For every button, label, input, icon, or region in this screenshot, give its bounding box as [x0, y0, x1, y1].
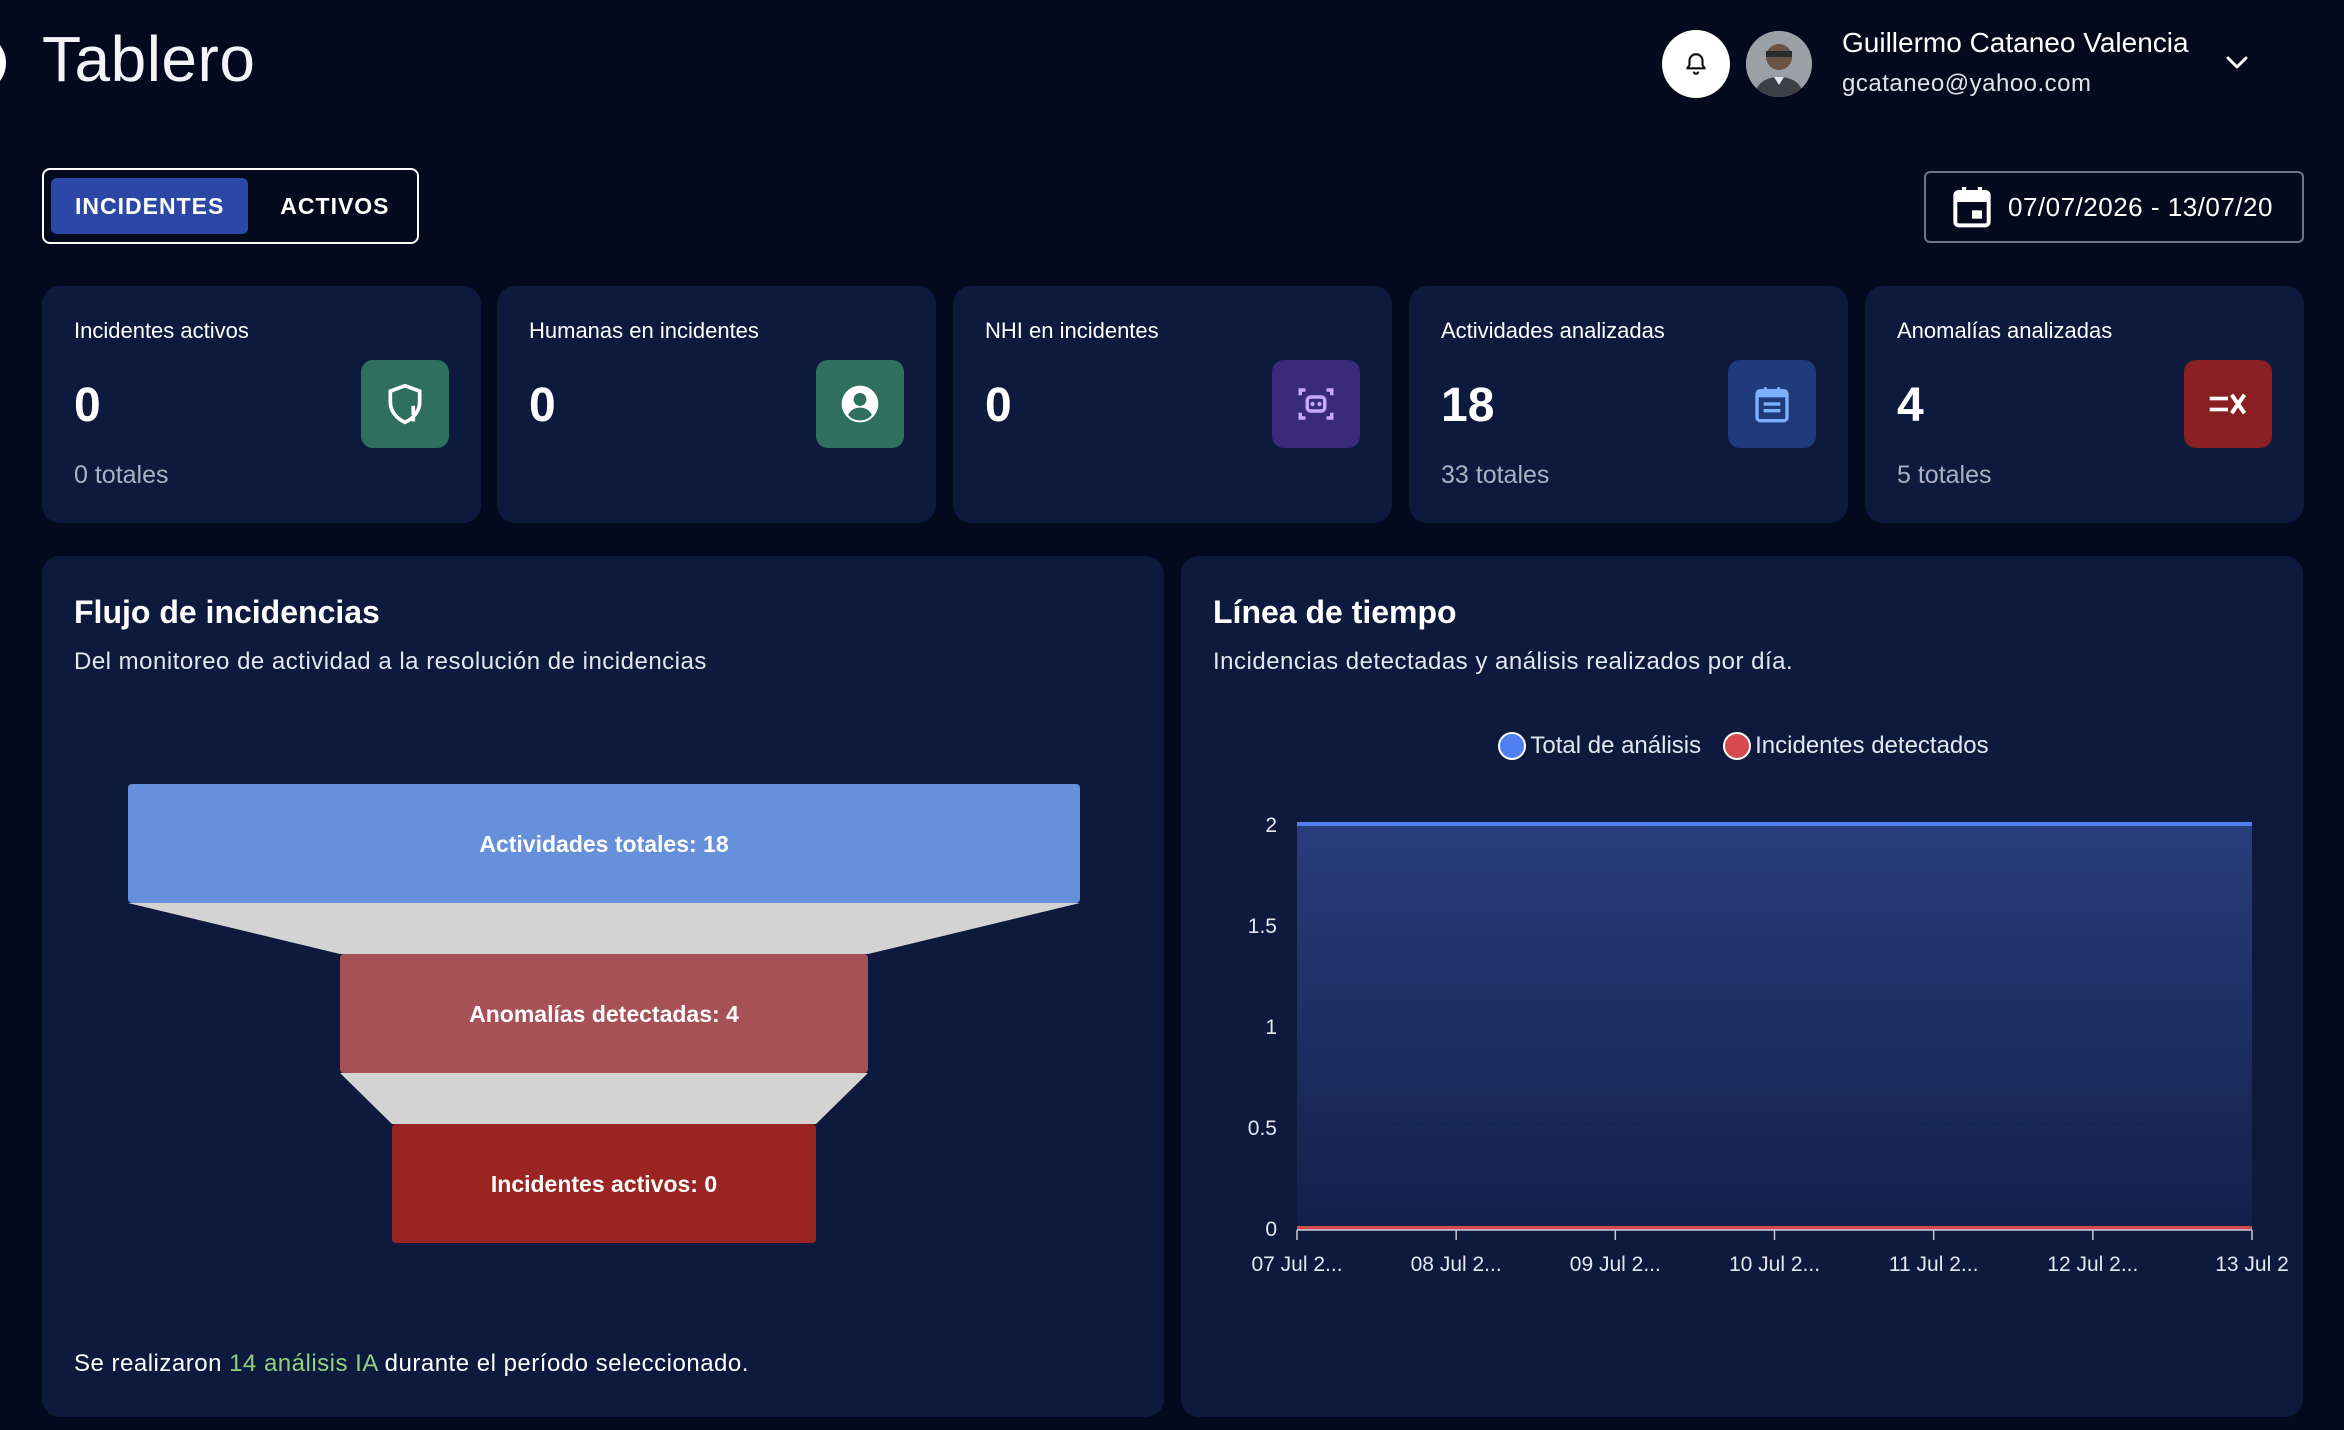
timeline-panel: Línea de tiempo Incidencias detectadas y…: [1181, 556, 2303, 1417]
stat-subtext: 5 totales: [1897, 461, 1992, 489]
x-tick-label: 12 Jul 2...: [2047, 1253, 2138, 1276]
panel-title: Línea de tiempo: [1213, 594, 1457, 630]
legend-item-incidentes[interactable]: Incidentes detectados: [1723, 732, 1989, 760]
stat-label: Actividades analizadas: [1441, 318, 1665, 343]
funnel-stage-anomalias[interactable]: [340, 954, 868, 1073]
panel-subtitle: Incidencias detectadas y análisis realiz…: [1213, 648, 1794, 675]
footer-suffix: durante el período seleccionado.: [377, 1350, 749, 1377]
footer-prefix: Se realizaron: [74, 1350, 230, 1377]
stat-subtext: 33 totales: [1441, 461, 1550, 489]
y-tick-label: 0.5: [1248, 1117, 1277, 1140]
user-photo-icon: [1746, 31, 1812, 97]
stat-label: NHI en incidentes: [985, 318, 1159, 343]
panel-title: Flujo de incidencias: [74, 594, 380, 630]
legend-label: Incidentes detectados: [1755, 732, 1989, 759]
list-x-icon: [2209, 393, 2247, 415]
funnel-label-anomalias: Anomalías detectadas: 4: [469, 1001, 739, 1027]
stat-value: 0: [74, 379, 101, 432]
tab-incidentes[interactable]: INCIDENTES: [51, 178, 249, 234]
stat-card-nhi: NHI en incidentes 0: [953, 286, 1392, 523]
funnel-stage-incidentes[interactable]: [392, 1124, 816, 1243]
shield-alert-icon: [388, 383, 422, 425]
user-circle-icon: [841, 385, 879, 423]
tab-activos[interactable]: ACTIVOS: [280, 192, 390, 219]
date-range-picker[interactable]: 07/07/2026 - 13/07/20: [1924, 171, 2304, 243]
stat-value: 4: [1897, 379, 1924, 432]
funnel-panel: Flujo de incidencias Del monitoreo de ac…: [42, 556, 1164, 1417]
chevron-down-icon: [2226, 56, 2248, 69]
back-icon[interactable]: [0, 33, 6, 93]
stat-value: 0: [529, 379, 556, 432]
user-name: Guillermo Cataneo Valencia: [1842, 27, 2189, 58]
y-tick-label: 1: [1265, 1016, 1277, 1039]
x-tick-label: 13 Jul 2: [2215, 1253, 2289, 1276]
x-tick-label: 11 Jul 2...: [1889, 1253, 1979, 1276]
funnel-label-incidentes: Incidentes activos: 0: [491, 1171, 717, 1197]
y-tick-label: 1.5: [1248, 915, 1277, 938]
stat-icon-box: [2184, 360, 2272, 448]
calendar-list-icon: [1755, 387, 1789, 423]
stat-value: 18: [1441, 379, 1495, 432]
x-tick-label: 07 Jul 2...: [1251, 1253, 1342, 1276]
notifications-button[interactable]: [1662, 30, 1730, 98]
stat-card-incidentes-activos: Incidentes activos 0 0 totales: [42, 286, 481, 523]
x-tick-label: 08 Jul 2...: [1411, 1253, 1502, 1276]
funnel-label-actividades: Actividades totales: 18: [479, 831, 728, 857]
stat-icon-box: [816, 360, 904, 448]
stat-label: Anomalías analizadas: [1897, 318, 2113, 343]
robot-icon: [1298, 388, 1334, 420]
user-menu-button[interactable]: [2222, 48, 2252, 78]
bell-icon: [1686, 53, 1706, 75]
stat-value: 0: [985, 379, 1012, 432]
footer-highlight: 14 análisis IA: [229, 1350, 378, 1377]
stat-label: Humanas en incidentes: [529, 318, 759, 343]
stat-card-actividades: Actividades analizadas 18 33 totales: [1409, 286, 1848, 523]
stat-icon-box: [1728, 360, 1816, 448]
calendar-icon: [1953, 187, 1991, 228]
user-email: gcataneo@yahoo.com: [1842, 70, 2092, 97]
view-tabs: INCIDENTES ACTIVOS: [42, 168, 419, 244]
legend-label: Total de análisis: [1530, 732, 1702, 759]
panel-subtitle: Del monitoreo de actividad a la resoluci…: [74, 648, 707, 675]
page-title: Tablero: [42, 23, 256, 95]
y-tick-label: 0: [1265, 1218, 1277, 1241]
stat-subtext: 0 totales: [74, 461, 169, 489]
funnel-chart: Actividades totales: 18 Anomalías detect…: [128, 784, 1080, 1243]
stat-card-humanas: Humanas en incidentes 0: [497, 286, 936, 523]
stat-card-anomalias: Anomalías analizadas 4 5 totales: [1865, 286, 2304, 523]
funnel-stage-actividades[interactable]: [128, 784, 1080, 903]
x-tick-label: 09 Jul 2...: [1570, 1253, 1661, 1276]
stat-icon-box: [1272, 360, 1360, 448]
stat-icon-box: [361, 360, 449, 448]
timeline-chart: 0 0.5 1 1.5 2 07 Jul 2... 08 Jul 2... 09 Jul 2.…: [1248, 814, 2289, 1276]
date-range-text: 07/07/2026 - 13/07/20: [2008, 191, 2273, 222]
stat-label: Incidentes activos: [74, 318, 249, 343]
y-tick-label: 2: [1265, 814, 1277, 837]
avatar[interactable]: [1746, 31, 1812, 97]
x-tick-label: 10 Jul 2...: [1729, 1253, 1820, 1276]
legend-swatch: [1723, 732, 1752, 760]
area-total-analisis: [1297, 824, 2252, 1228]
legend-item-total[interactable]: Total de análisis: [1498, 732, 1701, 760]
chart-legend: Total de análisis Incidentes detectados: [1181, 732, 2303, 760]
legend-swatch: [1498, 732, 1527, 760]
funnel-connector-2: [340, 1073, 868, 1124]
funnel-footer-note: Se realizaron 14 análisis IA durante el …: [74, 1350, 749, 1378]
funnel-connector-1: [128, 903, 1080, 954]
